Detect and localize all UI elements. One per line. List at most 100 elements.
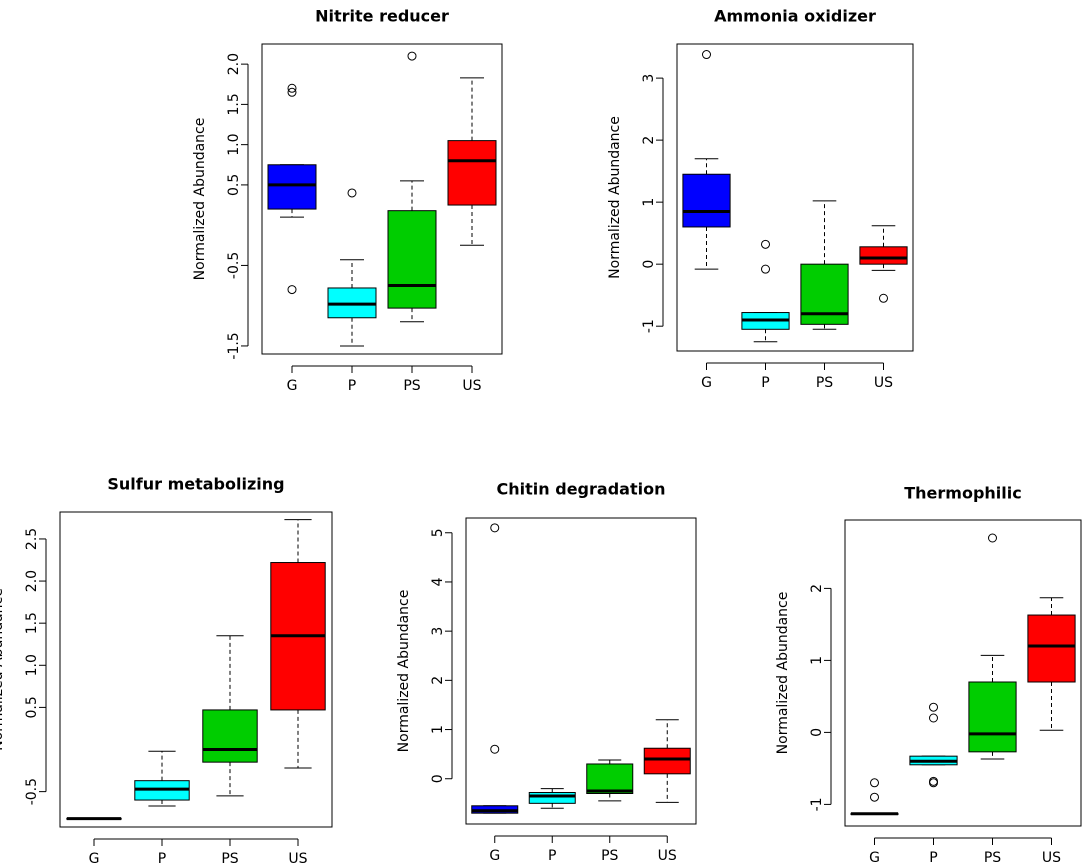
y-tick-label: 2 — [430, 676, 446, 685]
x-tick-label: P — [348, 378, 356, 394]
y-tick-label: 1.0 — [226, 134, 242, 156]
y-tick-label: 1.5 — [24, 612, 40, 634]
y-tick-label: 2.0 — [24, 570, 40, 592]
outlier-point — [287, 285, 297, 295]
chart-title: Thermophilic — [904, 484, 1022, 503]
box-body — [968, 681, 1017, 753]
box-p — [909, 702, 958, 788]
x-tick-label: PS — [403, 378, 420, 394]
box-p — [741, 239, 790, 343]
y-axis-label: Normalized Abundance — [775, 592, 791, 755]
y-tick-label: 1.0 — [24, 654, 40, 676]
y-tick-label: -0.5 — [226, 252, 242, 279]
x-tick-label: G — [89, 851, 100, 863]
x-tick-label: US — [1042, 850, 1061, 863]
box-body — [586, 763, 634, 794]
box-ps — [800, 200, 849, 330]
chart-title: Nitrite reducer — [315, 7, 449, 26]
outlier-point — [761, 239, 770, 249]
box-p — [327, 188, 377, 347]
y-axis-label: Normalized Abundance — [396, 590, 412, 753]
outlier-point — [702, 50, 711, 60]
y-tick-label: 0.5 — [24, 696, 40, 718]
box-body — [682, 173, 731, 228]
x-tick-label: G — [701, 375, 712, 391]
outlier-point — [870, 792, 879, 802]
box-g — [682, 50, 731, 270]
box-body — [643, 747, 691, 775]
box-us — [859, 225, 908, 303]
x-tick-label: US — [288, 851, 307, 863]
outlier-point — [287, 87, 297, 97]
y-axis-label: Normalized Abundance — [192, 118, 208, 281]
y-tick-label: 1 — [641, 198, 657, 207]
box-us — [1027, 597, 1076, 731]
plot-frame — [59, 511, 333, 828]
x-tick-label: PS — [816, 375, 833, 391]
box-p — [134, 750, 190, 807]
box-body — [859, 246, 908, 265]
box-p — [528, 788, 576, 809]
x-tick-label: US — [658, 848, 677, 863]
chart-title: Ammonia oxidizer — [714, 7, 876, 26]
outlier-point — [490, 744, 500, 754]
box-us — [643, 719, 691, 803]
box-g — [850, 778, 899, 816]
x-tick-label: PS — [601, 848, 618, 863]
outlier-point — [347, 188, 357, 198]
chart-title: Sulfur metabolizing — [107, 475, 284, 494]
y-tick-label: 0 — [430, 774, 446, 783]
box-body — [387, 210, 437, 309]
x-tick-label: G — [489, 848, 500, 863]
y-tick-label: -1.5 — [226, 332, 242, 359]
x-tick-label: US — [874, 375, 893, 391]
box-g — [267, 83, 317, 295]
box-ps — [586, 759, 634, 802]
outlier-point — [490, 523, 500, 533]
box-body — [528, 792, 576, 804]
outlier-point — [988, 533, 997, 543]
y-tick-label: 2.5 — [24, 528, 40, 550]
outlier-point — [929, 702, 938, 712]
y-tick-label: 0.5 — [226, 174, 242, 196]
outlier-point — [929, 778, 938, 788]
outlier-point — [287, 83, 297, 93]
x-tick-label: PS — [984, 850, 1001, 863]
outlier-point — [870, 778, 879, 788]
box-g — [471, 523, 519, 814]
x-tick-label: P — [548, 848, 556, 863]
box-body — [267, 164, 317, 210]
y-tick-label: 3 — [641, 74, 657, 83]
plot-frame — [676, 43, 914, 352]
plot-frame — [844, 519, 1082, 827]
chart-title: Chitin degradation — [497, 480, 666, 499]
y-tick-label: 2 — [641, 136, 657, 145]
y-tick-label: 2 — [809, 584, 825, 593]
y-tick-label: 3 — [430, 627, 446, 636]
y-tick-label: 1 — [809, 656, 825, 665]
box-ps — [387, 51, 437, 323]
x-tick-label: G — [287, 378, 298, 394]
box-body — [1027, 614, 1076, 683]
box-ps — [968, 533, 1017, 760]
box-body — [447, 140, 497, 206]
x-tick-label: US — [462, 378, 481, 394]
y-tick-label: 4 — [430, 577, 446, 586]
plot-frame — [261, 43, 503, 355]
box-body — [202, 709, 258, 763]
x-tick-label: PS — [221, 851, 238, 863]
plot-frame — [465, 517, 697, 825]
y-tick-label: -0.5 — [24, 778, 40, 805]
x-tick-label: P — [929, 850, 937, 863]
box-g — [66, 817, 122, 821]
y-axis-label: Normalized Abundance — [607, 116, 623, 279]
box-us — [270, 519, 326, 769]
outlier-point — [929, 713, 938, 723]
outlier-point — [761, 264, 770, 274]
y-tick-label: -1 — [809, 797, 825, 811]
y-tick-label: -1 — [641, 319, 657, 333]
